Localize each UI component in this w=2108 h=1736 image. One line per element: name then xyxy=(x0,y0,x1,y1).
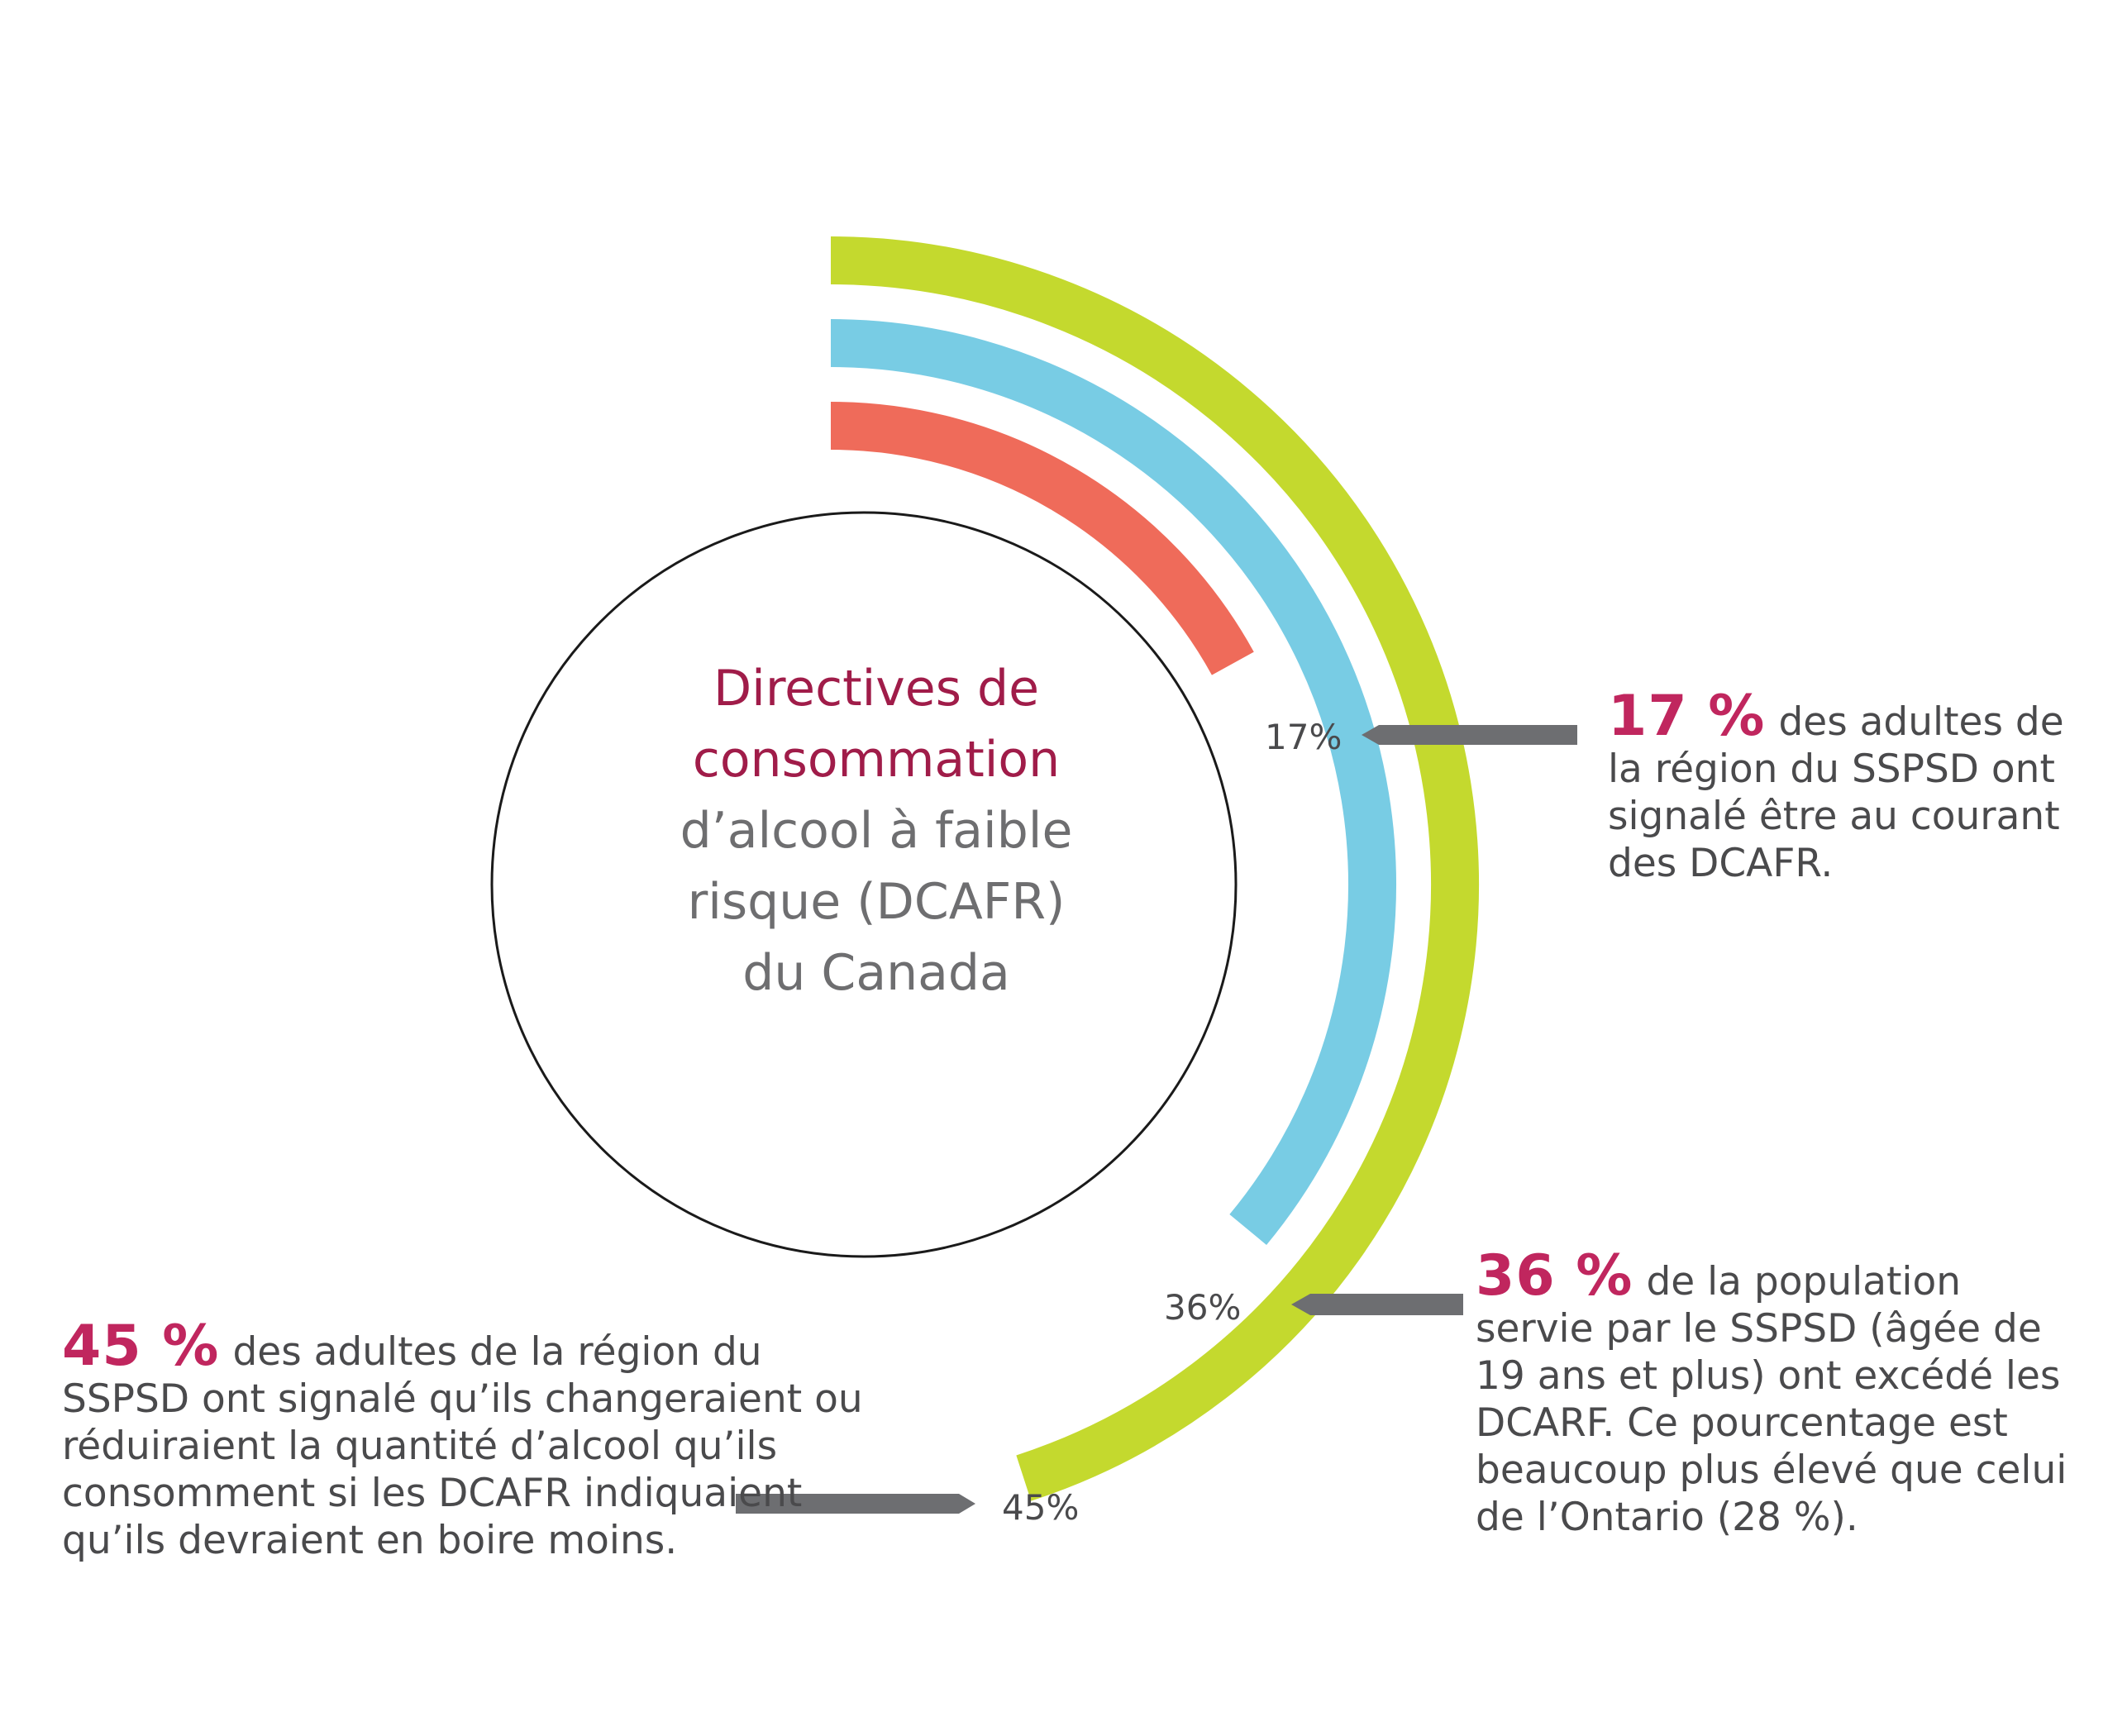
label-45-percent: 45% xyxy=(1002,1487,1079,1528)
center-title-line-4: risque (DCAFR) xyxy=(687,873,1066,931)
center-title-line-3: d’alcool à faible xyxy=(680,802,1073,860)
callout-45: 45 % des adultes de la région du SSPSD on… xyxy=(62,1319,872,1564)
arc-36-percent xyxy=(830,319,1396,1245)
callout-36: 36 % de la population servie par le SSPSD… xyxy=(1476,1248,2071,1541)
callout-45-text: des adultes de la région du SSPSD ont si… xyxy=(62,1329,863,1563)
center-circle xyxy=(490,511,1238,1258)
pointer-45 xyxy=(736,1494,975,1514)
callout-17-text: des adultes de la région du SSPSD ont si… xyxy=(1608,699,2064,886)
callout-17-value: 17 % xyxy=(1608,684,1766,749)
center-title-line-1: Directives de xyxy=(713,660,1040,718)
arc-17-percent xyxy=(830,402,1254,675)
arc-45-percent xyxy=(830,236,1479,1501)
center-title: Directives de consommation d’alcool à fa… xyxy=(579,653,1174,1009)
callout-36-text: de la population servie par le SSPSD (âg… xyxy=(1476,1259,2067,1540)
pointer-36 xyxy=(1291,1294,1463,1315)
label-17-percent: 17% xyxy=(1265,717,1342,757)
center-title-line-2: consommation xyxy=(692,731,1061,789)
label-36-percent: 36% xyxy=(1164,1287,1241,1328)
callout-45-value: 45 % xyxy=(62,1314,220,1379)
center-title-line-5: du Canada xyxy=(742,944,1010,1002)
callout-17: 17 % des adultes de la région du SSPSD on… xyxy=(1608,689,2071,887)
pointer-17 xyxy=(1362,725,1577,745)
callout-36-value: 36 % xyxy=(1476,1243,1633,1309)
